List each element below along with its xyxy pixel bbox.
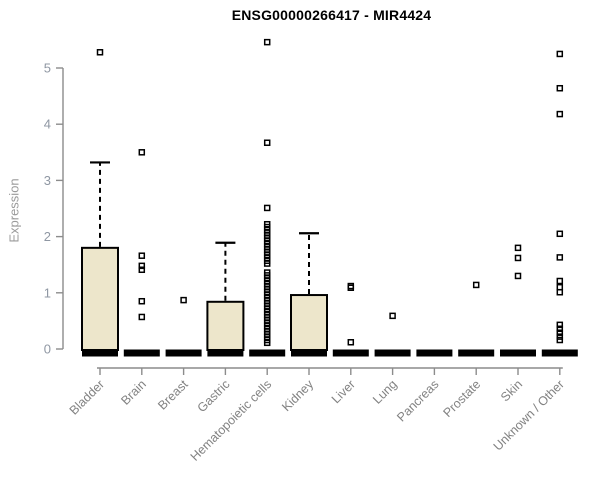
outlier-point <box>347 284 355 291</box>
median-bar <box>374 349 411 357</box>
x-category-label: Bladder <box>67 377 107 417</box>
y-tick-label: 0 <box>44 342 51 357</box>
outlier-point <box>556 110 564 118</box>
box <box>81 246 119 351</box>
x-category-label: Kidney <box>279 377 316 414</box>
x-category-label: Skin <box>498 377 525 404</box>
outlier-point <box>138 313 146 321</box>
outlier-point <box>556 336 564 344</box>
outlier-point <box>556 325 564 333</box>
median-bar <box>207 349 244 357</box>
outlier-point <box>347 339 355 346</box>
outlier-point <box>389 312 396 320</box>
box <box>206 300 245 351</box>
outlier-point <box>263 139 271 146</box>
outlier-point <box>556 230 564 238</box>
outlier-point <box>96 49 104 56</box>
median-bar <box>291 349 327 357</box>
x-category-label: Lung <box>370 377 400 407</box>
outlier-point <box>514 254 522 262</box>
outlier-point <box>263 204 271 212</box>
x-category-label: Liver <box>329 377 358 406</box>
outlier-point <box>556 288 564 296</box>
y-tick-label: 4 <box>44 117 51 132</box>
y-axis-label: Expression <box>6 178 22 243</box>
outlier-point <box>556 254 564 261</box>
outlier-point <box>263 260 271 267</box>
x-category-label: Pancreas <box>394 377 441 424</box>
y-tick-label: 2 <box>44 229 51 244</box>
outlier-point <box>514 244 522 252</box>
box <box>290 294 328 352</box>
outlier-point <box>138 252 146 259</box>
outlier-point <box>556 333 564 340</box>
median-bar <box>249 349 286 357</box>
chart-title: ENSG00000266417 - MIR4424 <box>231 7 432 23</box>
median-bar <box>332 349 369 357</box>
outlier-point <box>556 283 564 291</box>
outlier-point <box>180 296 187 304</box>
median-bar <box>458 349 495 357</box>
outlier-point <box>138 262 146 270</box>
outlier-point <box>514 272 522 280</box>
median-bar <box>82 349 118 357</box>
median-bar <box>165 349 202 357</box>
y-tick-label: 1 <box>44 285 51 300</box>
median-bar <box>123 349 160 357</box>
x-category-label: Hematopoietic cells <box>188 377 275 464</box>
outlier-point <box>556 84 564 92</box>
x-category-label: Unknown / Other <box>491 377 567 453</box>
outlier-point <box>472 281 480 289</box>
outlier-point <box>556 50 564 58</box>
y-tick-label: 3 <box>44 173 51 188</box>
x-category-label: Prostate <box>440 377 483 420</box>
y-tick-label: 5 <box>44 61 51 76</box>
outlier-point <box>556 321 564 329</box>
outlier-point <box>556 277 564 285</box>
x-category-label: Gastric <box>195 377 233 415</box>
x-category-label: Brain <box>118 377 149 408</box>
outlier-point <box>263 339 271 347</box>
median-bar <box>500 349 536 357</box>
outlier-point <box>138 149 146 156</box>
x-category-label: Breast <box>155 377 191 413</box>
outlier-point <box>263 38 271 46</box>
outlier-point <box>138 297 146 305</box>
median-bar <box>541 349 578 357</box>
outlier-point <box>138 266 146 274</box>
outlier-point <box>556 329 564 336</box>
median-bar <box>416 349 453 357</box>
